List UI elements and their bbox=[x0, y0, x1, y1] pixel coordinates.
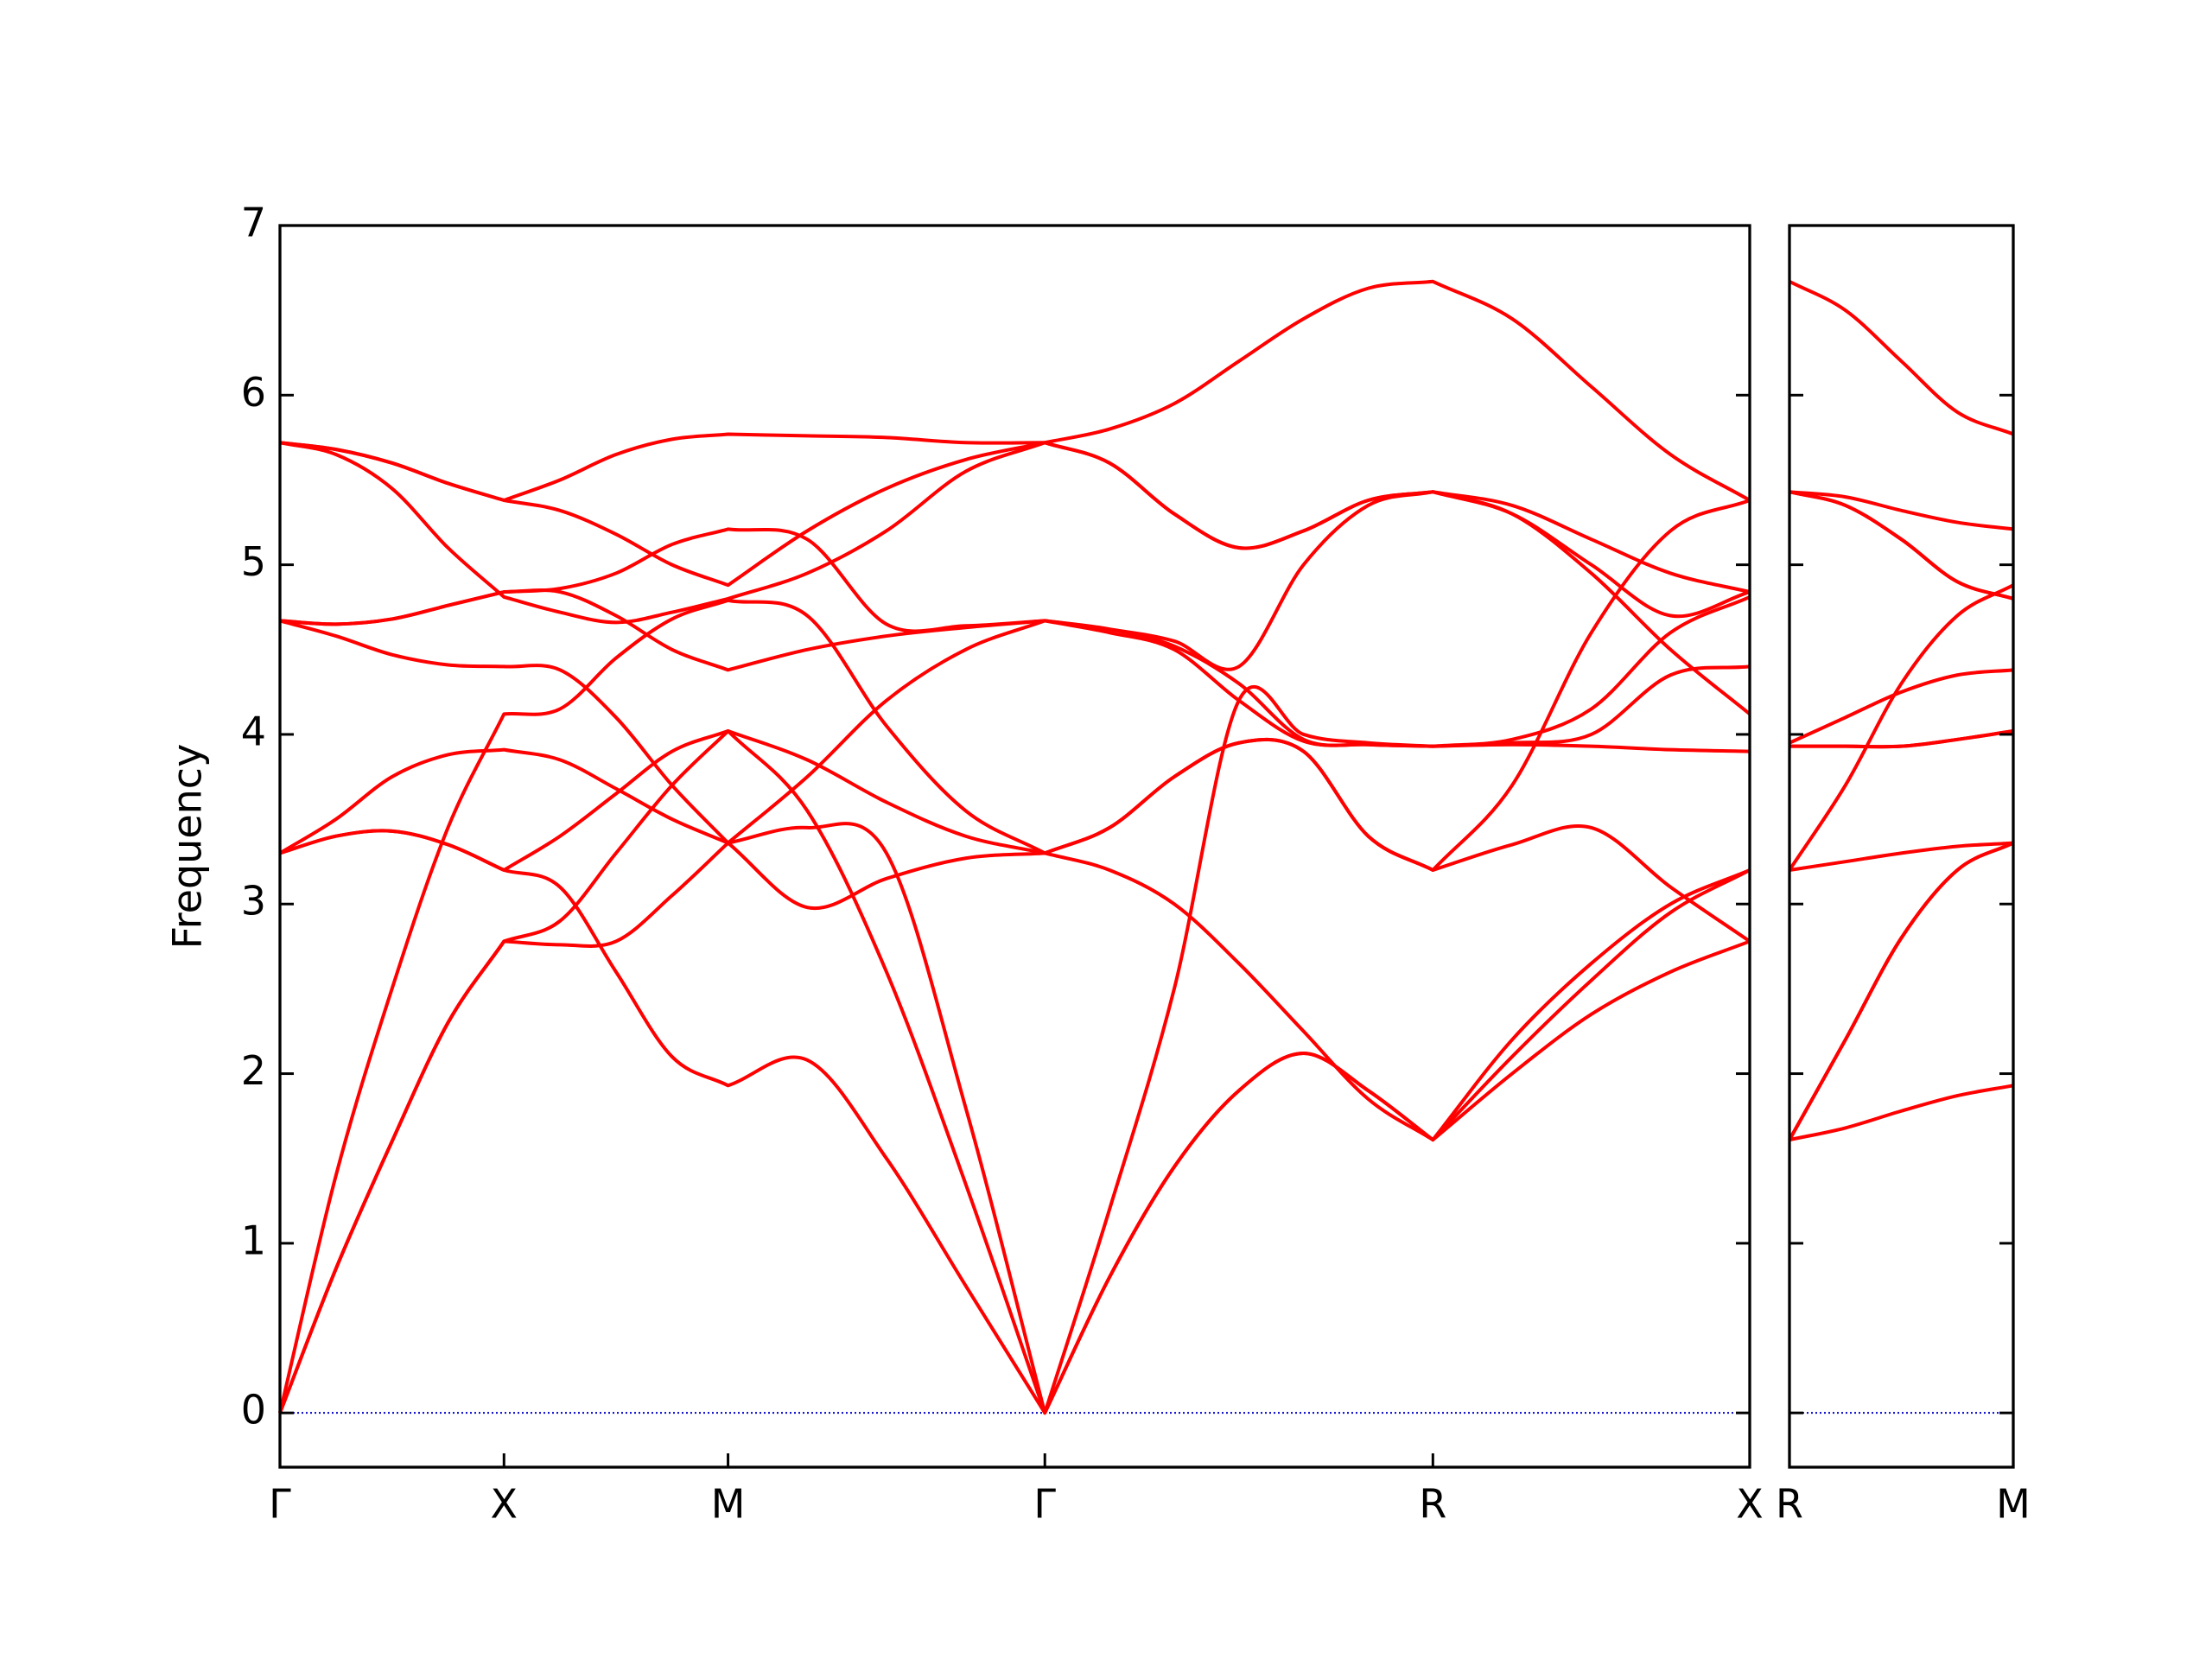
band-line bbox=[1789, 841, 2014, 872]
y-tick-label: 0 bbox=[241, 1387, 266, 1433]
x-tick-label: R bbox=[1419, 1481, 1446, 1528]
y-axis-label: Frequency bbox=[164, 744, 211, 950]
band-line bbox=[1789, 490, 2014, 531]
y-tick-label: 3 bbox=[241, 878, 266, 925]
band-line bbox=[279, 441, 1751, 715]
band-line bbox=[279, 527, 1751, 748]
x-tick-label: R bbox=[1776, 1481, 1803, 1528]
band-line bbox=[1789, 1084, 2014, 1142]
band-line bbox=[1789, 729, 2014, 749]
x-tick-label: Γ bbox=[1033, 1481, 1056, 1528]
band-line bbox=[1788, 841, 2014, 1141]
y-tick-label: 4 bbox=[241, 708, 266, 754]
x-tick-label: M bbox=[1996, 1481, 2031, 1528]
band-line bbox=[1789, 668, 2014, 745]
axes-frame bbox=[278, 224, 1751, 1469]
band-line bbox=[278, 747, 1751, 1415]
band-line bbox=[279, 829, 1751, 1415]
y-tick-label: 5 bbox=[241, 538, 266, 585]
band-line bbox=[1788, 583, 2014, 872]
x-tick-label: Γ bbox=[269, 1481, 291, 1528]
x-tick-label: M bbox=[711, 1481, 746, 1528]
x-tick-label: X bbox=[1736, 1481, 1764, 1528]
band-line bbox=[279, 490, 1751, 845]
y-tick-label: 7 bbox=[241, 200, 266, 246]
y-tick-label: 6 bbox=[241, 369, 266, 416]
band-line bbox=[278, 499, 1751, 1414]
x-tick-label: X bbox=[491, 1481, 518, 1528]
y-tick-label: 1 bbox=[241, 1217, 266, 1263]
axes-frame bbox=[1788, 224, 2015, 1469]
band-line bbox=[1789, 280, 2014, 436]
band-line bbox=[279, 729, 1751, 944]
band-line bbox=[1789, 490, 2014, 601]
y-tick-label: 2 bbox=[241, 1047, 266, 1094]
